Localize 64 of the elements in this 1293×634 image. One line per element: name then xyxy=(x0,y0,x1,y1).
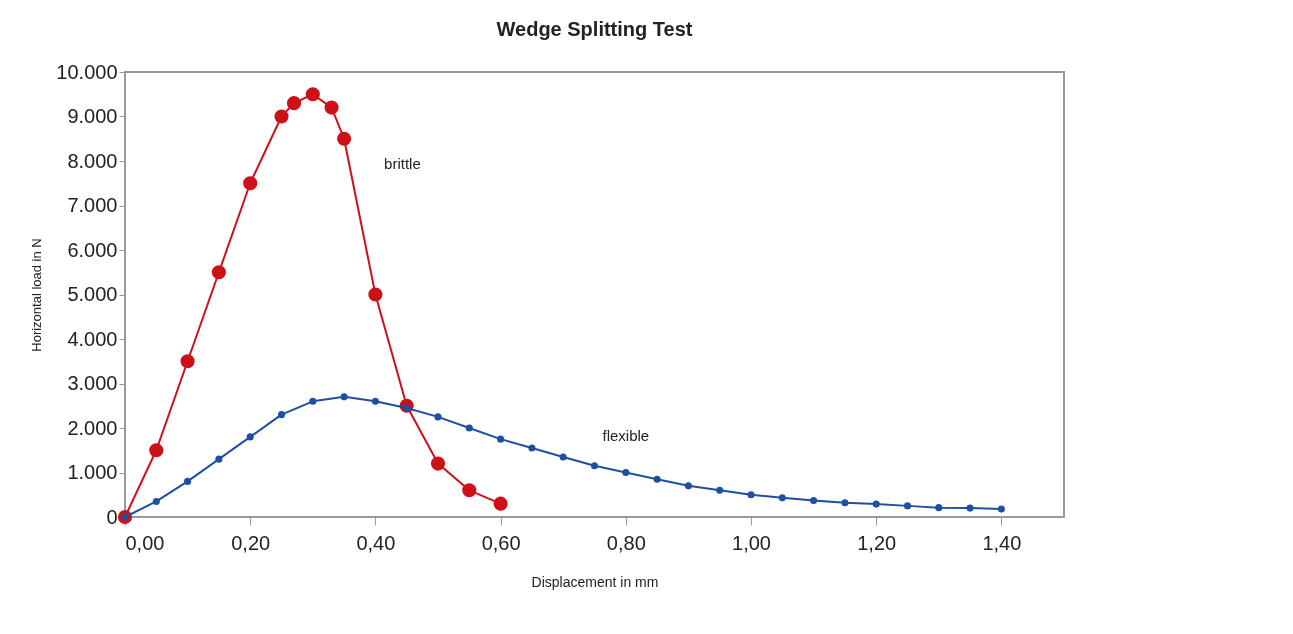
x-tick-label: 0,20 xyxy=(231,531,271,554)
y-tick-label: 2.000 xyxy=(67,416,118,439)
point xyxy=(465,424,473,432)
point xyxy=(497,435,505,443)
point xyxy=(997,505,1005,513)
y-tick-label: 3.000 xyxy=(67,372,118,394)
y-tick-label: 6.000 xyxy=(67,238,118,261)
point xyxy=(903,502,912,510)
point xyxy=(966,504,974,512)
y-tick-label: 5.000 xyxy=(67,283,118,305)
point xyxy=(716,486,724,494)
point xyxy=(559,453,567,461)
y-tick-label: 1.000 xyxy=(67,461,118,483)
x-tick-label: 1,00 xyxy=(732,531,771,554)
point xyxy=(152,497,160,505)
point xyxy=(368,287,383,302)
point xyxy=(462,483,477,498)
point xyxy=(493,496,508,511)
y-tick-label: 4.000 xyxy=(67,327,118,350)
chart-title: Wedge Splitting Test xyxy=(496,18,693,40)
point xyxy=(215,455,223,463)
point xyxy=(337,131,352,146)
point xyxy=(149,443,164,458)
point xyxy=(246,433,254,441)
y-tick-label: 0 xyxy=(106,505,118,528)
point xyxy=(277,411,286,419)
x-tick-label: 0,80 xyxy=(606,531,646,554)
x-tick-label: 0,60 xyxy=(481,531,521,554)
text: brittle xyxy=(384,154,421,172)
point xyxy=(590,462,599,470)
point xyxy=(810,497,818,505)
y-tick-label: 9.000 xyxy=(67,105,118,127)
point xyxy=(274,109,289,124)
point xyxy=(684,482,692,490)
series-label: flexible xyxy=(602,426,650,444)
point xyxy=(935,504,943,512)
point xyxy=(653,475,661,483)
point xyxy=(872,500,880,508)
point xyxy=(211,265,226,280)
x-axis-title: Displacement in mm xyxy=(531,573,659,590)
y-tick-label: 8.000 xyxy=(67,149,118,172)
point xyxy=(309,397,317,405)
point xyxy=(184,477,192,485)
point xyxy=(340,393,348,401)
point xyxy=(622,468,630,477)
point xyxy=(778,494,786,502)
point xyxy=(434,413,442,421)
point xyxy=(747,491,755,499)
point xyxy=(180,354,195,369)
point xyxy=(324,100,339,115)
point xyxy=(528,444,536,452)
x-tick-label: 1,40 xyxy=(982,531,1022,554)
point xyxy=(841,499,849,507)
point xyxy=(243,176,258,191)
x-tick-label: 0,40 xyxy=(356,531,396,554)
point xyxy=(286,96,302,111)
x-tick-label: 0,00 xyxy=(125,531,165,554)
point xyxy=(371,397,379,405)
y-tick-label: 7.000 xyxy=(67,194,118,216)
y-tick-label: 10.000 xyxy=(56,60,118,83)
y-axis-title: Horizontal load in N xyxy=(29,238,45,352)
point xyxy=(305,87,320,102)
x-tick-label: 1,20 xyxy=(857,531,897,554)
point xyxy=(430,456,446,471)
